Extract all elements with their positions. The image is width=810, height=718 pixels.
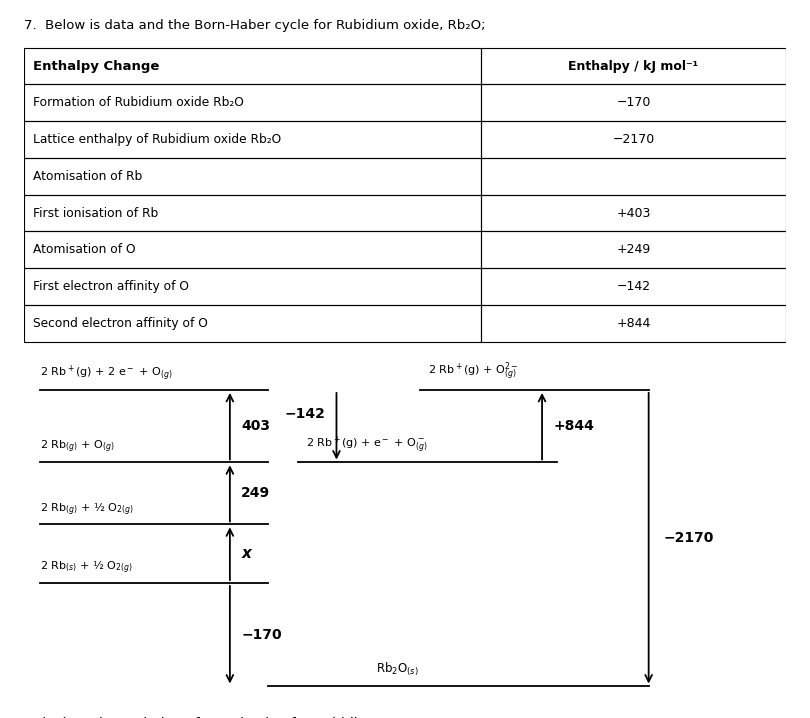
Text: −142: −142 <box>284 407 325 421</box>
Text: −142: −142 <box>616 280 650 293</box>
Text: 2 Rb$_{(g)}$ + O$_{(g)}$: 2 Rb$_{(g)}$ + O$_{(g)}$ <box>40 439 114 455</box>
Text: +249: +249 <box>616 243 650 256</box>
Text: Formation of Rubidium oxide Rb₂O: Formation of Rubidium oxide Rb₂O <box>33 96 245 109</box>
Text: 2 Rb$^+$(g) + O$^{2-}_{(g)}$: 2 Rb$^+$(g) + O$^{2-}_{(g)}$ <box>428 361 518 383</box>
Text: Lattice enthalpy of Rubidium oxide Rb₂O: Lattice enthalpy of Rubidium oxide Rb₂O <box>33 133 282 146</box>
Text: 2 Rb$^+$(g) + 2 e$^-$ + O$_{(g)}$: 2 Rb$^+$(g) + 2 e$^-$ + O$_{(g)}$ <box>40 363 172 383</box>
Text: Enthalpy / kJ mol⁻¹: Enthalpy / kJ mol⁻¹ <box>569 60 698 73</box>
Text: x: x <box>241 546 251 561</box>
Text: −2170: −2170 <box>612 133 654 146</box>
Text: −170: −170 <box>616 96 650 109</box>
Text: +844: +844 <box>616 317 650 330</box>
Text: −170: −170 <box>241 628 282 642</box>
Text: Enthalpy Change: Enthalpy Change <box>33 60 160 73</box>
Text: Second electron affinity of O: Second electron affinity of O <box>33 317 208 330</box>
Text: +844: +844 <box>553 419 595 433</box>
Text: 7.  Below is data and the Born-Haber cycle for Rubidium oxide, Rb₂O;: 7. Below is data and the Born-Haber cycl… <box>24 19 486 32</box>
Text: 2 Rb$^+$(g) + e$^-$ + O$^-_{(g)}$: 2 Rb$^+$(g) + e$^-$ + O$^-_{(g)}$ <box>306 434 428 455</box>
Text: +403: +403 <box>616 207 650 220</box>
Text: 403: 403 <box>241 419 271 433</box>
Text: First ionisation of Rb: First ionisation of Rb <box>33 207 159 220</box>
Text: 249: 249 <box>241 486 271 500</box>
Text: Rb$_2$O$_{(s)}$: Rb$_2$O$_{(s)}$ <box>376 661 419 678</box>
Text: −2170: −2170 <box>664 531 714 545</box>
Text: Atomisation of O: Atomisation of O <box>33 243 136 256</box>
Text: 2 Rb$_{(g)}$ + ½ O$_{2(g)}$: 2 Rb$_{(g)}$ + ½ O$_{2(g)}$ <box>40 500 133 518</box>
Text: Atomisation of Rb: Atomisation of Rb <box>33 169 143 183</box>
Text: 2 Rb$_{(s)}$ + ½ O$_{2(g)}$: 2 Rb$_{(s)}$ + ½ O$_{2(g)}$ <box>40 559 132 576</box>
Text: First electron affinity of O: First electron affinity of O <box>33 280 190 293</box>
